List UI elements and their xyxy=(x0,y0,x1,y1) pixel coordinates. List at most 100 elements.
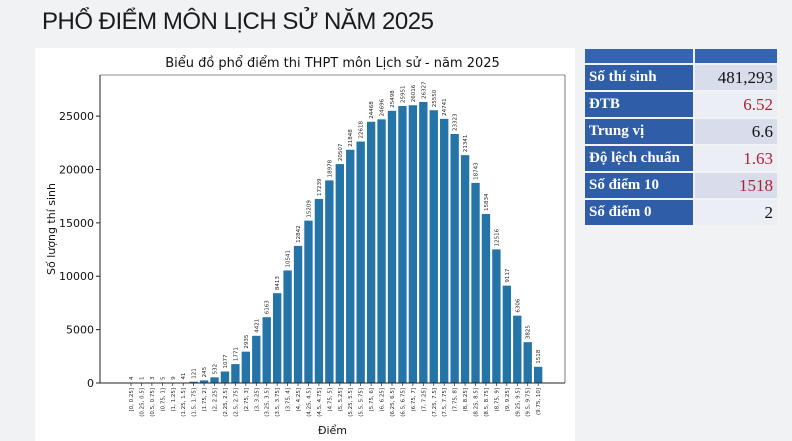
stats-table: Số thí sinh 481,293 ĐTB 6.52 Trung vị 6.6 Độ l… xyxy=(583,47,779,227)
bar-value-label: 4421 xyxy=(254,319,260,333)
bar-value-label: 26016 xyxy=(411,84,417,102)
bar xyxy=(283,270,292,383)
bar xyxy=(262,317,271,383)
bar-value-label: 9 xyxy=(171,376,177,380)
bar-value-label: 3 xyxy=(150,376,156,380)
chart-title: Biểu đồ phổ điểm thi THPT môn Lịch sử - … xyxy=(165,56,500,71)
bar-value-label: 18743 xyxy=(474,162,480,180)
bar-value-label: 1518 xyxy=(536,349,542,363)
bar-value-label: 8413 xyxy=(275,276,281,290)
bar xyxy=(356,141,365,383)
x-tick-label: (8.25, 8.5] xyxy=(474,388,480,417)
stat-label: Độ lệch chuẩn xyxy=(585,146,693,171)
bar-value-label: 26327 xyxy=(421,81,427,99)
x-tick-label: (6.5, 6.75] xyxy=(400,388,406,417)
stat-label: Số thí sinh xyxy=(585,65,693,90)
bar-value-label: 12516 xyxy=(494,228,500,246)
bar xyxy=(450,134,459,383)
x-tick-label: (6, 6.25] xyxy=(380,388,386,412)
bar-value-label: 18978 xyxy=(327,159,333,177)
x-tick-label: (1, 1.25] xyxy=(171,388,177,412)
x-tick-label: (9.75, 10] xyxy=(536,388,542,415)
bar xyxy=(366,121,376,384)
x-tick-label: (4.25, 4.5] xyxy=(306,388,312,417)
bar-value-label: 1077 xyxy=(223,354,229,368)
bar-value-label: 22618 xyxy=(359,121,365,139)
bar-value-label: 6163 xyxy=(265,300,271,314)
bar-value-label: 121 xyxy=(192,368,198,379)
x-tick-label: (3, 3.25] xyxy=(254,388,260,412)
x-tick-label: (2.25, 2.5] xyxy=(223,388,229,417)
bar xyxy=(252,335,261,383)
bar xyxy=(387,110,397,383)
x-tick-label: (1.25, 1.5] xyxy=(181,388,187,417)
bar xyxy=(502,285,512,383)
stats-row: Độ lệch chuẩn 1.63 xyxy=(585,146,777,171)
bar xyxy=(241,351,251,383)
y-tick-label: 25000 xyxy=(59,110,94,123)
bar-value-label: 20507 xyxy=(338,143,344,161)
bar-value-label: 12842 xyxy=(296,225,302,243)
x-axis-label: Điểm xyxy=(318,424,347,437)
bar xyxy=(429,110,438,383)
bar-value-label: 1771 xyxy=(233,347,239,361)
stats-header-row xyxy=(585,49,777,63)
bar xyxy=(231,364,240,383)
bar xyxy=(325,180,334,383)
stats-row: Số điểm 10 1518 xyxy=(585,173,777,198)
bar-value-label: 15834 xyxy=(484,193,490,211)
bar-value-label: 4 xyxy=(129,376,135,380)
stat-value: 1.63 xyxy=(695,146,777,171)
bar-value-label: 24696 xyxy=(380,98,386,116)
bar xyxy=(346,149,355,383)
x-tick-label: (8.75, 9] xyxy=(494,388,500,412)
bar-value-label: 9117 xyxy=(505,268,511,282)
y-tick-label: 10000 xyxy=(59,270,94,283)
stat-value: 6.6 xyxy=(695,119,777,144)
stat-label: ĐTB xyxy=(585,92,693,117)
bar-value-label: 25550 xyxy=(432,89,438,107)
x-tick-label: (1.75, 2] xyxy=(202,388,208,412)
x-tick-label: (7.5, 7.75] xyxy=(442,388,448,417)
chart-panel: Biểu đồ phổ điểm thi THPT môn Lịch sử - … xyxy=(35,48,575,441)
x-tick-label: (6.25, 6.5] xyxy=(390,388,396,417)
stat-value: 6.52 xyxy=(695,92,777,117)
bar-value-label: 17239 xyxy=(317,178,323,196)
x-tick-label: (0.75, 1] xyxy=(160,388,166,412)
stats-row: Số thí sinh 481,293 xyxy=(585,65,777,90)
x-tick-label: (6.75, 7] xyxy=(411,388,417,412)
bar xyxy=(408,105,418,383)
bar xyxy=(398,105,407,383)
bar-value-label: 3825 xyxy=(526,325,532,339)
y-tick-label: 15000 xyxy=(59,217,94,230)
bar xyxy=(220,371,230,383)
bar-value-label: 245 xyxy=(202,366,208,377)
x-tick-label: (7.25, 7.5] xyxy=(432,388,438,417)
stats-row: ĐTB 6.52 xyxy=(585,92,777,117)
bar-value-label: 25498 xyxy=(390,90,396,108)
x-tick-label: (2.75, 3] xyxy=(244,388,250,412)
bar xyxy=(419,101,428,384)
x-tick-label: (7.75, 8] xyxy=(453,388,459,412)
bar xyxy=(293,245,303,383)
bar xyxy=(440,118,449,384)
x-tick-label: (1.5, 1.75] xyxy=(192,388,198,417)
bar-value-label: 25951 xyxy=(400,85,406,103)
x-tick-label: (3.25, 3.5] xyxy=(265,388,271,417)
bar xyxy=(210,377,219,383)
bar-value-label: 21341 xyxy=(463,135,469,153)
x-tick-label: (9.25, 9.5] xyxy=(515,388,521,417)
bar-value-label: 10541 xyxy=(286,250,292,268)
x-tick-label: (4, 4.25] xyxy=(296,388,302,412)
bar-value-label: 5 xyxy=(160,376,166,380)
stat-value: 481,293 xyxy=(695,65,777,90)
bar xyxy=(492,249,501,383)
x-tick-label: (5.75, 6] xyxy=(369,388,375,412)
x-tick-label: [0, 0.25] xyxy=(129,388,135,412)
histogram-chart: Biểu đồ phổ điểm thi THPT môn Lịch sử - … xyxy=(45,56,566,437)
bar-value-label: 532 xyxy=(213,364,219,375)
bar xyxy=(471,182,480,383)
bar xyxy=(460,155,470,383)
bar xyxy=(335,164,344,383)
x-tick-label: (8.5, 8.75] xyxy=(484,388,490,417)
